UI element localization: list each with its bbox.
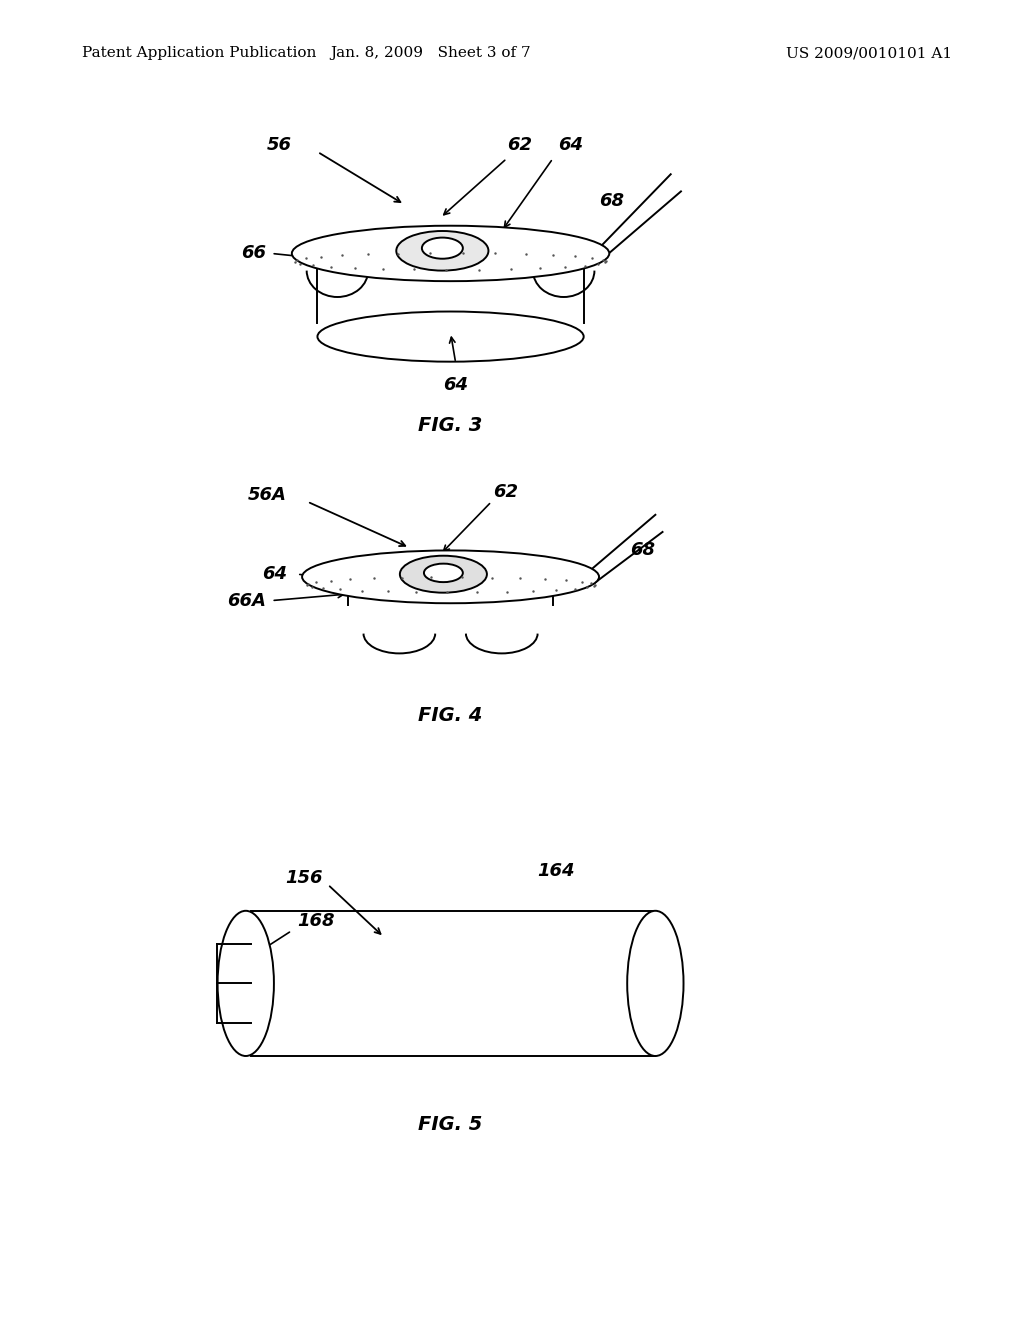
Text: 64: 64 bbox=[558, 136, 583, 154]
Text: FIG. 5: FIG. 5 bbox=[419, 1115, 482, 1134]
Ellipse shape bbox=[396, 231, 488, 271]
Text: 62: 62 bbox=[494, 483, 518, 502]
Ellipse shape bbox=[292, 226, 609, 281]
Text: 66A: 66A bbox=[227, 591, 266, 610]
Text: 68: 68 bbox=[630, 541, 654, 560]
Text: 64: 64 bbox=[262, 565, 287, 583]
Text: 56: 56 bbox=[267, 136, 292, 154]
Text: 64: 64 bbox=[443, 376, 468, 395]
Ellipse shape bbox=[399, 556, 487, 593]
Text: 62: 62 bbox=[507, 136, 531, 154]
Text: 156: 156 bbox=[285, 869, 323, 887]
Text: FIG. 4: FIG. 4 bbox=[419, 706, 482, 725]
Text: US 2009/0010101 A1: US 2009/0010101 A1 bbox=[786, 46, 952, 61]
Text: 56A: 56A bbox=[248, 486, 287, 504]
Text: 168: 168 bbox=[297, 912, 335, 931]
Ellipse shape bbox=[422, 238, 463, 259]
Text: 68: 68 bbox=[599, 191, 624, 210]
Text: 164: 164 bbox=[538, 862, 575, 880]
Ellipse shape bbox=[627, 911, 684, 1056]
Text: Patent Application Publication: Patent Application Publication bbox=[82, 46, 316, 61]
Ellipse shape bbox=[424, 564, 463, 582]
Ellipse shape bbox=[302, 550, 599, 603]
Ellipse shape bbox=[217, 911, 274, 1056]
Text: Jan. 8, 2009   Sheet 3 of 7: Jan. 8, 2009 Sheet 3 of 7 bbox=[330, 46, 530, 61]
Text: FIG. 3: FIG. 3 bbox=[419, 416, 482, 434]
Text: 66: 66 bbox=[242, 244, 266, 263]
